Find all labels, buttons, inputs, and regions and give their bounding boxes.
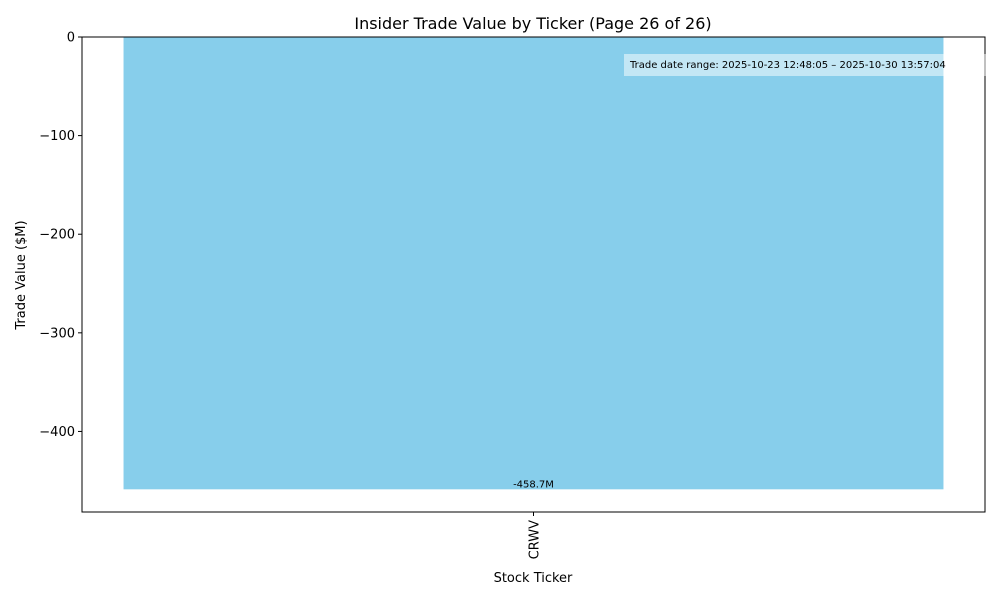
chart-title: Insider Trade Value by Ticker (Page 26 o… xyxy=(354,14,711,33)
y-tick-label: −400 xyxy=(39,425,75,440)
bar xyxy=(123,37,944,490)
x-tick-label: CRWV xyxy=(528,520,543,559)
y-tick-label: 0 xyxy=(67,31,75,46)
plot-frame xyxy=(81,36,986,513)
x-axis-label: Stock Ticker xyxy=(494,571,573,586)
y-axis-label: Trade Value ($M) xyxy=(14,220,29,330)
y-tick-label: −300 xyxy=(39,326,75,341)
annotation-text: Trade date range: 2025-10-23 12:48:05 – … xyxy=(629,60,946,71)
annotation-box xyxy=(624,54,986,76)
data-label: -458.7M xyxy=(513,479,554,490)
y-tick-label: −200 xyxy=(39,228,75,243)
y-tick-label: −100 xyxy=(39,129,75,144)
